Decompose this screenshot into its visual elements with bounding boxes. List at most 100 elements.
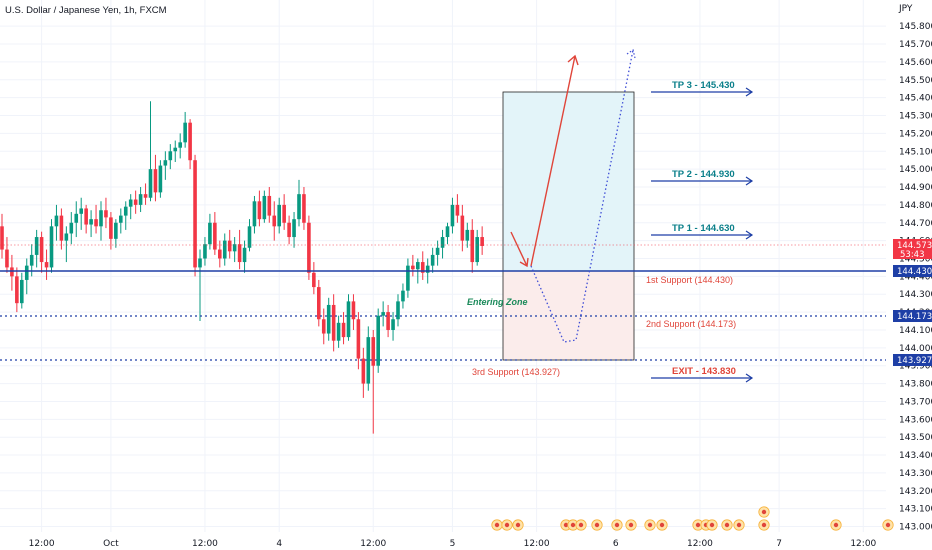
event-flag-icon[interactable] [575, 519, 587, 531]
candle [148, 101, 153, 202]
candle [227, 229, 232, 259]
tp2-arrow[interactable] [651, 176, 754, 186]
price-tick: 143.100 [899, 505, 932, 515]
candle [168, 144, 173, 170]
event-flag-icon[interactable] [733, 519, 745, 531]
candle [326, 297, 331, 341]
candle [366, 326, 371, 391]
exit-arrow[interactable] [651, 373, 754, 383]
candle [351, 294, 356, 330]
candle [317, 279, 321, 327]
candle [64, 226, 69, 263]
price-tick: 143.800 [899, 380, 932, 390]
price-tick: 145.800 [899, 22, 932, 32]
time-tick: 12:00 [360, 539, 386, 549]
candle [341, 312, 346, 345]
time-axis[interactable]: 12:00Oct12:00412:00512:00612:00712:00101… [29, 539, 932, 549]
time-tick: 12:00 [524, 539, 550, 549]
candle [430, 247, 435, 273]
candle [475, 229, 479, 266]
dip-then-rally-path[interactable] [530, 49, 636, 343]
price-tick: 145.400 [899, 94, 932, 104]
candle [336, 315, 341, 348]
event-flag-icon[interactable] [882, 519, 894, 531]
candle [173, 140, 178, 162]
candle [222, 233, 227, 266]
time-tick: Oct [103, 539, 119, 549]
candle [188, 119, 192, 170]
candle [203, 237, 207, 266]
candle [10, 254, 14, 291]
entry-arrow[interactable] [510, 231, 529, 268]
event-flag-icon[interactable] [644, 519, 656, 531]
price-tick: 143.700 [899, 397, 932, 407]
candle [252, 195, 257, 234]
target-zone[interactable] [502, 91, 635, 272]
candle [119, 208, 123, 234]
candle [84, 204, 88, 234]
candle [39, 231, 44, 273]
candle [208, 213, 212, 250]
price-tick: 144.700 [899, 219, 932, 229]
candle [163, 151, 168, 180]
candle [218, 240, 222, 268]
price-tick: 145.100 [899, 147, 932, 157]
event-flag-icon[interactable] [611, 519, 623, 531]
event-flag-icon[interactable] [758, 519, 770, 531]
event-flag-icon[interactable] [512, 519, 524, 531]
event-flag-icon[interactable] [721, 519, 733, 531]
candle [143, 183, 148, 205]
tp3-arrow[interactable] [651, 87, 754, 97]
candle [411, 254, 415, 277]
price-tick: 144.000 [899, 344, 932, 354]
tp2-label: TP 2 - 144.930 [672, 169, 735, 180]
event-flag-icon[interactable] [501, 519, 513, 531]
candle [158, 160, 163, 198]
event-flag-icon[interactable] [625, 519, 637, 531]
price-tick: 143.400 [899, 451, 932, 461]
candle [331, 294, 336, 352]
event-flag-icon[interactable] [706, 519, 718, 531]
support-3-tag: 143.927 [893, 354, 932, 366]
bullish-arrow[interactable] [530, 54, 579, 267]
candle [94, 204, 98, 234]
candle [109, 212, 113, 250]
candle [213, 212, 217, 255]
price-axis[interactable]: 143.000 143.100 143.200 143.300 143.400 143.5… [899, 22, 932, 532]
economic-events-row[interactable] [491, 506, 894, 531]
event-flag-icon[interactable] [591, 519, 603, 531]
stop-zone[interactable] [502, 270, 635, 361]
candle [183, 111, 187, 148]
candle [178, 133, 182, 159]
candle [287, 215, 291, 245]
price-tick: 143.500 [899, 433, 932, 443]
candle [114, 219, 118, 248]
price-tick: 144.800 [899, 201, 932, 211]
price-tick: 145.600 [899, 58, 932, 68]
candle [455, 194, 460, 223]
candle [450, 197, 455, 234]
time-tick: 12:00 [192, 539, 218, 549]
candle [391, 312, 395, 341]
candle [297, 179, 301, 227]
price-tick: 144.300 [899, 290, 932, 300]
candle [138, 187, 143, 213]
candle [128, 194, 133, 220]
symbol-title: U.S. Dollar / Japanese Yen, 1h, FXCM [5, 5, 167, 16]
event-flag-icon[interactable] [491, 519, 503, 531]
candle [460, 204, 465, 252]
event-flag-icon[interactable] [692, 519, 704, 531]
candle [123, 201, 128, 230]
price-tick: 145.300 [899, 112, 932, 122]
event-flag-icon[interactable] [830, 519, 842, 531]
event-flag-icon[interactable] [656, 519, 668, 531]
candle [153, 154, 158, 202]
candle [302, 187, 306, 230]
candle [440, 229, 445, 259]
price-tick: 143.900 [899, 362, 932, 372]
event-flag-icon[interactable] [758, 506, 770, 518]
candle [79, 197, 83, 230]
time-tick: 12:00 [850, 539, 876, 549]
tp1-arrow[interactable] [651, 230, 754, 240]
